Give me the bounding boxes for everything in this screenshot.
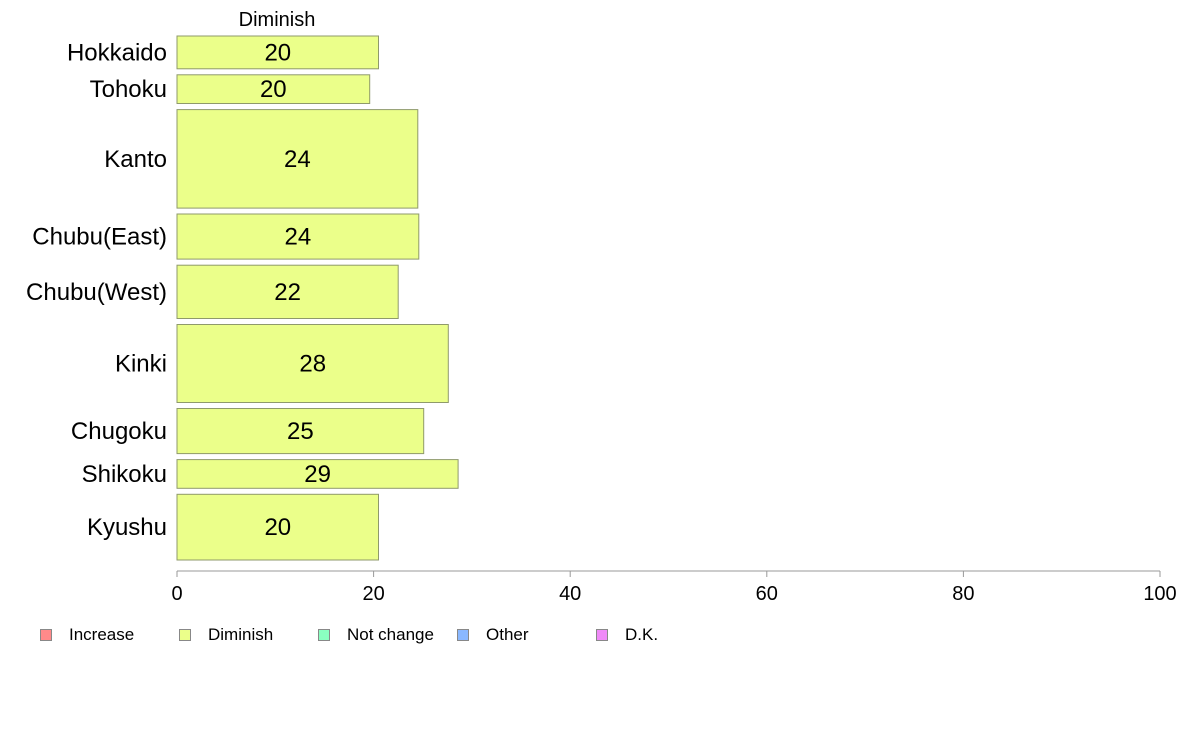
legend-item-dk: D.K. (596, 625, 658, 645)
legend-swatch-diminish (179, 629, 191, 641)
bar-kanto (176, 109, 419, 209)
category-label-kanto: Kanto (104, 146, 167, 173)
bar-chubu-west (176, 264, 399, 320)
legend-swatch-dk (596, 629, 608, 641)
legend: Increase Diminish Not change Other D.K. (0, 620, 1188, 648)
x-tick-label-0: 0 (171, 583, 182, 605)
bar-shikoku (176, 459, 459, 489)
x-tick-label-80: 80 (952, 583, 974, 605)
value-label-tohoku: 20 (260, 76, 287, 103)
legend-swatch-increase (40, 629, 52, 641)
legend-swatch-other (457, 629, 469, 641)
x-tick-label-40: 40 (559, 583, 581, 605)
value-label-kanto: 24 (284, 146, 311, 173)
category-label-chubu-west: Chubu(West) (26, 279, 167, 306)
value-label-chugoku: 25 (287, 418, 314, 445)
category-label-shikoku: Shikoku (82, 461, 167, 488)
category-label-kyushu: Kyushu (87, 514, 167, 541)
category-label-chugoku: Chugoku (71, 418, 167, 445)
value-label-kinki: 28 (299, 351, 326, 378)
legend-label-other: Other (486, 625, 529, 644)
value-label-chubu-west: 22 (274, 279, 301, 306)
value-label-hokkaido: 20 (264, 39, 291, 66)
value-label-shikoku: 29 (304, 461, 331, 488)
legend-label-not-change: Not change (347, 625, 434, 644)
x-tick-label-100: 100 (1143, 583, 1176, 605)
legend-item-not-change: Not change (318, 625, 434, 645)
legend-swatch-not-change (318, 629, 330, 641)
legend-label-dk: D.K. (625, 625, 659, 644)
x-tick-label-60: 60 (756, 583, 778, 605)
bar-chugoku (176, 408, 425, 455)
x-axis: 0 20 40 60 80 100 (171, 570, 1177, 605)
legend-label-increase: Increase (69, 625, 135, 644)
category-label-hokkaido: Hokkaido (67, 39, 167, 66)
bars-group: 20 Hokkaido 20 Tohoku 24 Kanto 24 Chubu(East) 22… (26, 35, 459, 561)
legend-item-diminish: Diminish (179, 625, 273, 645)
bar-tohoku (176, 74, 371, 105)
value-label-chubu-east: 24 (285, 224, 312, 251)
bar-hokkaido (176, 35, 379, 70)
legend-item-other: Other (457, 625, 529, 645)
category-label-chubu-east: Chubu(East) (32, 224, 167, 251)
bar-chubu-east (176, 213, 420, 260)
legend-label-diminish: Diminish (208, 625, 274, 644)
value-label-kyushu: 20 (264, 514, 291, 541)
category-label-tohoku: Tohoku (90, 76, 167, 103)
category-label-kinki: Kinki (115, 351, 167, 378)
bar-kyushu (176, 493, 379, 561)
x-tick-label-20: 20 (362, 583, 384, 605)
series-label: Diminish (239, 9, 316, 31)
legend-item-increase: Increase (40, 625, 134, 645)
bar-kinki (176, 324, 449, 403)
bar-chart: Diminish 20 Hokkaido 20 Tohoku 24 Kanto 24 Chub… (26, 9, 1177, 605)
